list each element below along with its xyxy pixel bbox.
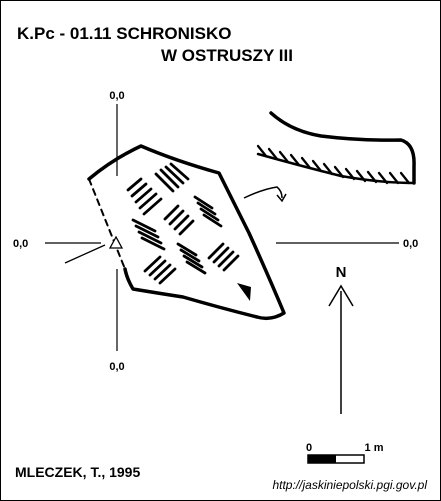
rock-block bbox=[237, 283, 251, 301]
hatch-block-1 bbox=[126, 177, 163, 216]
station-triangle-icon bbox=[108, 235, 124, 249]
north-arrow-head-icon bbox=[328, 284, 354, 307]
hatch-block-6 bbox=[143, 255, 177, 285]
cave-wall bbox=[87, 144, 286, 321]
datum-label-left: 0,0 bbox=[13, 238, 28, 250]
scale-label-start: 0 bbox=[306, 442, 312, 454]
scale-bar-segment bbox=[308, 455, 336, 463]
datum-label-bottom: 0,0 bbox=[109, 361, 124, 373]
slope-arrow bbox=[243, 186, 287, 203]
hatch-block-5 bbox=[193, 195, 223, 228]
slope-arrow-line bbox=[243, 186, 283, 199]
datum-label-top: 0,0 bbox=[109, 90, 124, 102]
title-line-2: W OSTRUSZY III bbox=[161, 46, 293, 65]
floor-sediment-hatching bbox=[126, 162, 240, 285]
station-tie-line bbox=[64, 244, 106, 264]
hatch-block-7 bbox=[176, 242, 207, 275]
hatch-block-4 bbox=[163, 204, 195, 236]
drip-line bbox=[88, 178, 126, 270]
cliff-hachures bbox=[256, 144, 411, 185]
author-credit: MLECZEK, T., 1995 bbox=[15, 464, 140, 480]
cave-outline bbox=[87, 144, 286, 321]
hatch-block-3 bbox=[131, 218, 166, 251]
source-url: http://jaskiniepolski.pgi.gov.pl bbox=[272, 478, 427, 492]
datum-crosshair bbox=[45, 104, 399, 351]
survey-station bbox=[64, 235, 124, 264]
rock-overhang bbox=[256, 111, 416, 185]
hatch-block-2 bbox=[154, 162, 190, 193]
north-arrow: N bbox=[328, 264, 354, 414]
title-line-1: K.Pc - 01.11 SCHRONISKO bbox=[17, 24, 231, 43]
overhang-edge bbox=[269, 111, 416, 185]
hatch-block-8 bbox=[207, 242, 240, 272]
north-label: N bbox=[336, 264, 347, 281]
datum-label-right: 0,0 bbox=[403, 238, 418, 250]
scale-bar: 0 1 m bbox=[306, 442, 384, 464]
scale-label-end: 1 m bbox=[365, 442, 384, 454]
slope-arrow-head-icon bbox=[276, 193, 287, 203]
